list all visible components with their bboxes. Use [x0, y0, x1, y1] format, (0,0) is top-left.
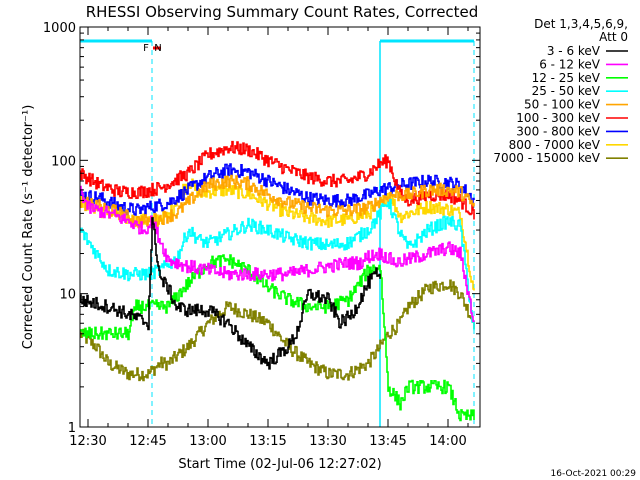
x-tick-label: 13:45: [369, 434, 406, 449]
flag-label-f: F: [143, 43, 149, 54]
series-line-100-300keV: [80, 140, 475, 220]
y-tick-label: 1000: [43, 21, 76, 36]
plot-frame: [79, 26, 481, 428]
y-tick-label: 1: [68, 421, 76, 436]
legend-label: 25 - 50 keV: [532, 84, 601, 98]
series-line-6-12keV: [80, 185, 475, 323]
x-tick-label: 12:45: [129, 434, 166, 449]
series-line-7000-15000keV: [80, 279, 475, 382]
flag-label-n: N: [154, 43, 161, 54]
x-tick-label: 13:00: [189, 434, 226, 449]
x-axis: 12:30 12:45 13:00 13:15 13:30 13:45 14:00: [69, 27, 469, 449]
x-axis-label: Start Time (02-Jul-06 12:27:02): [178, 457, 381, 472]
series-line-25-50keV: [80, 198, 475, 331]
legend-header-detectors: Det 1,3,4,5,6,9,: [534, 17, 628, 31]
legend-label: 100 - 300 keV: [516, 111, 600, 125]
legend-label: 7000 - 15000 keV: [493, 151, 600, 165]
legend-label: 50 - 100 keV: [524, 98, 601, 112]
series-line-3-6keV: [80, 217, 381, 370]
legend-label: 800 - 7000 keV: [509, 138, 601, 152]
series-line-50-100keV: [80, 174, 475, 228]
legend-label: 300 - 800 keV: [516, 124, 600, 138]
x-tick-label: 13:15: [249, 434, 286, 449]
x-tick-label: 12:30: [69, 434, 106, 449]
y-tick-label: 100: [51, 154, 76, 169]
legend-header-attenuator: Att 0: [599, 30, 628, 44]
y-axis-label: Corrected Count Rate (s⁻¹ detector⁻¹): [21, 105, 36, 350]
x-tick-label: 13:30: [309, 434, 346, 449]
timestamp: 16-Oct-2021 00:29: [551, 469, 637, 479]
legend-label: 6 - 12 keV: [539, 57, 601, 71]
series-layer: [80, 140, 475, 422]
series-line-12-25keV: [80, 254, 475, 422]
legend-label: 3 - 6 keV: [547, 44, 601, 58]
y-tick-label: 10: [59, 288, 76, 303]
y-axis: 1 10 100 1000: [43, 21, 480, 436]
chart-title: RHESSI Observing Summary Count Rates, Co…: [86, 3, 479, 21]
legend-label: 12 - 25 keV: [532, 71, 601, 85]
x-tick-label: 14:00: [429, 434, 466, 449]
